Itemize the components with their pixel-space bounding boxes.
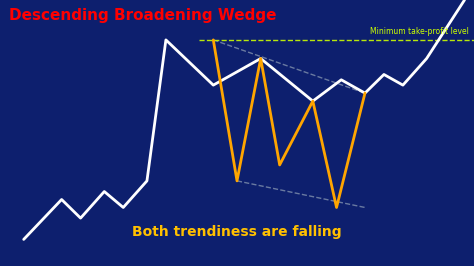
Text: Both trendiness are falling: Both trendiness are falling — [132, 225, 342, 239]
Text: Descending Broadening Wedge: Descending Broadening Wedge — [9, 8, 277, 23]
Text: Minimum take-profit level: Minimum take-profit level — [370, 27, 469, 36]
